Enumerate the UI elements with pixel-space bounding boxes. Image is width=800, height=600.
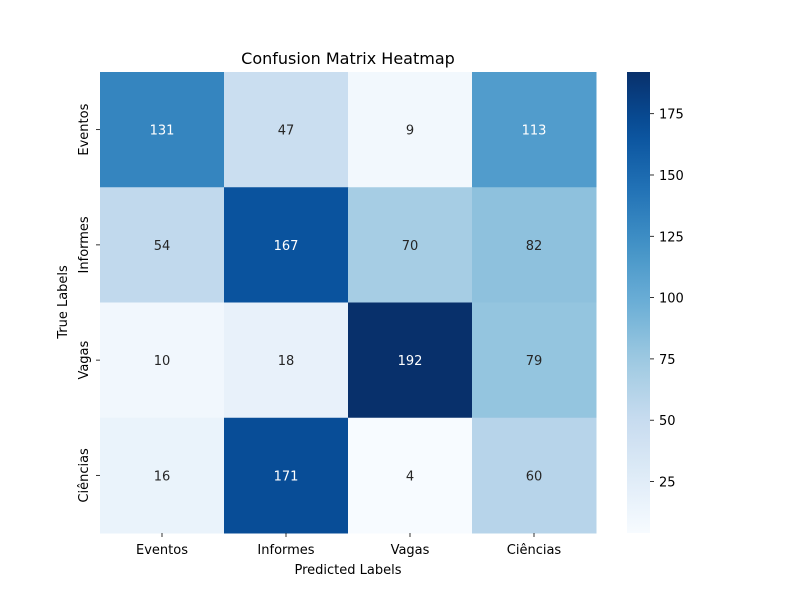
- cell-value-label: 79: [526, 354, 543, 369]
- y-tick-label: Informes: [77, 216, 92, 273]
- heatmap-cell: [100, 417, 225, 534]
- cell-labels: 131 47 9 113 54 167 70 82 10 18 192 79 16 171 4 60: [150, 124, 547, 485]
- heatmap-cell: [224, 417, 349, 534]
- heatmap-cell: [472, 417, 597, 534]
- heatmap-cell: [224, 187, 349, 303]
- cell-value-label: 192: [398, 354, 423, 369]
- colorbar-ticks: 25 50 75 100 125 150 175: [650, 108, 684, 491]
- x-tick-label: Informes: [257, 543, 314, 558]
- x-axis: Eventos Informes Vagas Ciências: [136, 533, 561, 558]
- cell-value-label: 47: [278, 124, 295, 139]
- colorbar-tick-label: 100: [659, 292, 684, 307]
- heatmap-cell: [100, 187, 225, 303]
- heatmap-cell: [348, 72, 473, 188]
- cell-value-label: 54: [154, 239, 171, 254]
- heatmap-cell: [224, 72, 349, 188]
- heatmap-cells: [100, 72, 597, 534]
- cell-value-label: 82: [526, 239, 543, 254]
- chart-title: Confusion Matrix Heatmap: [241, 49, 455, 68]
- colorbar-tick-label: 25: [659, 476, 676, 491]
- colorbar-tick-label: 125: [659, 230, 684, 245]
- cell-value-label: 60: [526, 469, 543, 484]
- cell-value-label: 70: [402, 239, 419, 254]
- y-axis-label: True Labels: [56, 265, 71, 340]
- heatmap-cell: [472, 302, 597, 419]
- cell-value-label: 113: [522, 124, 547, 139]
- y-tick-label: Ciências: [77, 448, 92, 503]
- cell-value-label: 18: [278, 354, 295, 369]
- heatmap-cell: [348, 187, 473, 303]
- colorbar-tick-label: 175: [659, 108, 684, 123]
- cell-value-label: 10: [154, 354, 171, 369]
- colorbar: [627, 72, 650, 533]
- colorbar-tick-label: 75: [659, 353, 676, 368]
- y-axis: Eventos Informes Vagas Ciências: [77, 103, 100, 503]
- cell-value-label: 131: [150, 124, 175, 139]
- colorbar-tick-label: 50: [659, 414, 676, 429]
- x-tick-label: Ciências: [507, 543, 562, 558]
- heatmap-cell: [348, 302, 473, 419]
- heatmap-cell: [100, 302, 225, 419]
- heatmap-cell: [224, 302, 349, 419]
- y-tick-label: Vagas: [77, 340, 92, 379]
- colorbar-tick-label: 150: [659, 169, 684, 184]
- x-tick-label: Vagas: [391, 543, 430, 558]
- cell-value-label: 16: [154, 469, 171, 484]
- heatmap-cell: [472, 187, 597, 303]
- cell-value-label: 4: [406, 469, 414, 484]
- y-tick-label: Eventos: [77, 103, 92, 155]
- heatmap-cell: [100, 72, 225, 188]
- cell-value-label: 167: [274, 239, 299, 254]
- x-axis-label: Predicted Labels: [294, 563, 401, 578]
- heatmap-cell: [348, 417, 473, 534]
- cell-value-label: 171: [274, 469, 299, 484]
- heatmap-cell: [472, 72, 597, 188]
- cell-value-label: 9: [406, 124, 414, 139]
- x-tick-label: Eventos: [136, 543, 188, 558]
